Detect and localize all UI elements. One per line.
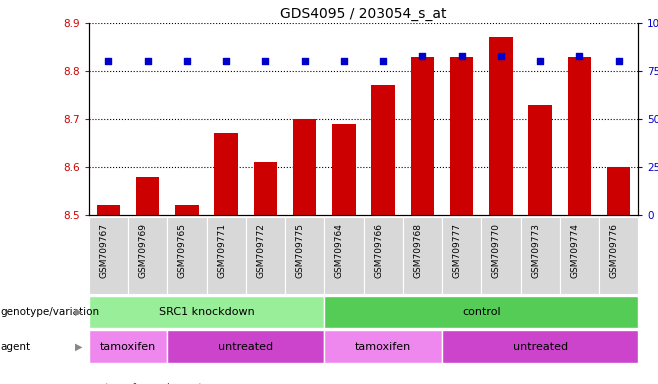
Point bbox=[535, 58, 545, 65]
Text: untreated: untreated bbox=[218, 341, 273, 352]
Text: GSM709773: GSM709773 bbox=[531, 223, 540, 278]
Bar bbox=[324, 296, 638, 328]
Text: GSM709766: GSM709766 bbox=[374, 223, 383, 278]
Text: GSM709774: GSM709774 bbox=[570, 223, 580, 278]
Point bbox=[417, 53, 428, 59]
Bar bbox=[167, 217, 207, 294]
Bar bbox=[167, 330, 324, 363]
Bar bbox=[489, 38, 513, 215]
Point bbox=[221, 58, 232, 65]
Point bbox=[182, 58, 192, 65]
Bar bbox=[254, 162, 277, 215]
Text: GSM709770: GSM709770 bbox=[492, 223, 501, 278]
Bar bbox=[293, 119, 316, 215]
Point bbox=[574, 53, 585, 59]
Bar bbox=[403, 217, 442, 294]
Point bbox=[142, 58, 153, 65]
Text: GSM709772: GSM709772 bbox=[257, 223, 265, 278]
Point bbox=[260, 58, 270, 65]
Text: agent: agent bbox=[1, 341, 31, 352]
Text: untreated: untreated bbox=[513, 341, 568, 352]
Text: GSM709767: GSM709767 bbox=[99, 223, 109, 278]
Bar bbox=[599, 217, 638, 294]
Bar bbox=[89, 330, 167, 363]
Bar bbox=[285, 217, 324, 294]
Bar bbox=[442, 330, 638, 363]
Text: GSM709769: GSM709769 bbox=[139, 223, 147, 278]
Bar bbox=[128, 217, 167, 294]
Bar bbox=[175, 205, 199, 215]
Title: GDS4095 / 203054_s_at: GDS4095 / 203054_s_at bbox=[280, 7, 447, 21]
Point bbox=[457, 53, 467, 59]
Bar bbox=[442, 217, 481, 294]
Bar bbox=[560, 217, 599, 294]
Point bbox=[339, 58, 349, 65]
Bar bbox=[215, 134, 238, 215]
Bar bbox=[89, 217, 128, 294]
Bar bbox=[89, 296, 324, 328]
Text: GSM709768: GSM709768 bbox=[413, 223, 422, 278]
Bar bbox=[246, 217, 285, 294]
Bar bbox=[607, 167, 630, 215]
Bar bbox=[481, 217, 520, 294]
Text: GSM709765: GSM709765 bbox=[178, 223, 187, 278]
Bar bbox=[450, 57, 473, 215]
Bar bbox=[520, 217, 560, 294]
Text: tamoxifen: tamoxifen bbox=[355, 341, 411, 352]
Bar bbox=[136, 177, 159, 215]
Text: ▶: ▶ bbox=[75, 307, 82, 317]
Bar bbox=[324, 217, 363, 294]
Text: tamoxifen: tamoxifen bbox=[100, 341, 156, 352]
Text: GSM709777: GSM709777 bbox=[453, 223, 462, 278]
Bar bbox=[97, 205, 120, 215]
Text: GSM709775: GSM709775 bbox=[295, 223, 305, 278]
Text: GSM709764: GSM709764 bbox=[335, 223, 344, 278]
Bar bbox=[207, 217, 246, 294]
Point bbox=[613, 58, 624, 65]
Text: GSM709771: GSM709771 bbox=[217, 223, 226, 278]
Point bbox=[378, 58, 388, 65]
Point bbox=[495, 53, 506, 59]
Bar bbox=[332, 124, 356, 215]
Bar bbox=[528, 105, 552, 215]
Bar bbox=[568, 57, 591, 215]
Point bbox=[299, 58, 310, 65]
Bar bbox=[324, 330, 442, 363]
Text: control: control bbox=[462, 307, 501, 317]
Text: GSM709776: GSM709776 bbox=[610, 223, 619, 278]
Bar bbox=[363, 217, 403, 294]
Bar bbox=[411, 57, 434, 215]
Text: ▶: ▶ bbox=[75, 341, 82, 352]
Point bbox=[103, 58, 114, 65]
Text: ■  transformed count: ■ transformed count bbox=[89, 383, 202, 384]
Text: SRC1 knockdown: SRC1 knockdown bbox=[159, 307, 255, 317]
Bar bbox=[371, 86, 395, 215]
Text: genotype/variation: genotype/variation bbox=[1, 307, 100, 317]
